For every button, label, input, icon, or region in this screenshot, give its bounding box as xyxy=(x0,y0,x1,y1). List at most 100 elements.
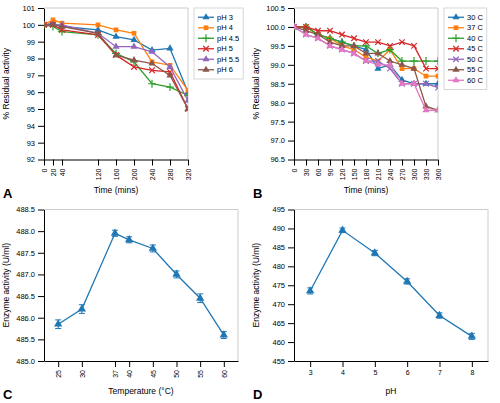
point xyxy=(434,106,438,112)
x-tick-label: 50 xyxy=(173,370,180,378)
point xyxy=(363,39,369,45)
y-tick xyxy=(38,75,44,76)
legend-item: 30 C xyxy=(448,13,483,22)
point xyxy=(294,23,298,29)
y-axis-title: % Residual activity xyxy=(1,47,11,119)
x-tick-label: 3 xyxy=(309,369,313,376)
point xyxy=(132,31,137,36)
y-tick-group: 485.5 xyxy=(16,335,44,344)
y-tick-group: 99.5 xyxy=(270,42,294,51)
panel: 0204012016020024028032092939495969798991… xyxy=(1,4,243,201)
legend-marker xyxy=(452,66,459,72)
panel: 030609012015018021024027030033036096.597… xyxy=(251,4,487,201)
x-tick-label: 60 xyxy=(221,370,228,378)
frame-top xyxy=(294,8,438,9)
x-tick-label: 160 xyxy=(113,168,120,180)
y-tick-label: 495 xyxy=(272,205,285,214)
point xyxy=(362,57,369,63)
x-axis: 0306090120150180210240270300330360 xyxy=(291,160,442,181)
series-line xyxy=(310,230,472,336)
x-tick xyxy=(343,361,344,367)
point xyxy=(375,39,381,45)
x-tick-group: 270 xyxy=(399,160,406,181)
x-tick-label: 6 xyxy=(406,369,410,376)
y-tick-group: 101 xyxy=(22,4,44,13)
x-tick-label: 240 xyxy=(149,168,156,180)
y-axis: 96.597.097.598.098.599.099.5100.0100.5 xyxy=(266,4,294,165)
x-tick-group: 6 xyxy=(406,361,410,376)
point xyxy=(400,66,405,71)
x-tick-group: 30 xyxy=(303,160,310,177)
x-tick xyxy=(354,160,355,166)
frame-top xyxy=(44,8,188,9)
point xyxy=(112,50,120,58)
x-tick-group: 4 xyxy=(341,361,345,376)
x-tick-group: 360 xyxy=(435,160,442,181)
error-bar-cap xyxy=(197,302,203,303)
point xyxy=(371,248,379,255)
point xyxy=(302,30,309,36)
point xyxy=(338,46,345,52)
point xyxy=(386,46,394,54)
y-tick-label: 94 xyxy=(27,122,35,131)
y-tick xyxy=(288,210,294,211)
point xyxy=(424,74,429,79)
y-tick xyxy=(38,42,44,43)
x-axis-title: pH xyxy=(386,386,397,396)
y-tick xyxy=(38,8,44,9)
y-axis: 485.0485.5486.0486.5487.0487.5488.0488.5 xyxy=(16,205,44,366)
point xyxy=(149,67,155,73)
x-tick-group: 3 xyxy=(309,361,313,376)
y-tick-group: 96.5 xyxy=(270,155,294,164)
y-tick xyxy=(288,103,294,104)
x-tick xyxy=(116,160,117,166)
y-tick-group: 97 xyxy=(27,71,44,80)
point xyxy=(434,57,438,65)
panel: 345678455460465470475480485490495pHEnzym… xyxy=(251,205,489,402)
plot-area xyxy=(306,226,476,340)
x-tick xyxy=(310,361,311,367)
point xyxy=(54,319,62,326)
y-tick xyxy=(288,247,294,248)
series-line xyxy=(294,27,438,61)
y-tick-group: 487.5 xyxy=(16,249,44,258)
x-tick xyxy=(98,160,99,166)
x-tick-label: 5 xyxy=(373,369,377,376)
y-tick-group: 93 xyxy=(27,139,44,148)
x-axis-line xyxy=(45,361,239,362)
y-tick-label: 470 xyxy=(272,300,285,309)
y-tick-label: 487.0 xyxy=(16,270,35,279)
y-tick-label: 101 xyxy=(22,4,35,13)
y-tick-group: 480 xyxy=(272,262,294,271)
x-tick-group: 25 xyxy=(55,361,62,378)
point xyxy=(423,66,429,72)
x-tick xyxy=(62,160,63,166)
y-tick-label: 465 xyxy=(272,319,285,328)
point xyxy=(130,56,137,62)
point xyxy=(172,270,180,277)
y-tick-label: 485.5 xyxy=(16,335,35,344)
legend-marker xyxy=(202,55,209,61)
point xyxy=(327,28,333,34)
y-tick-group: 485 xyxy=(272,243,294,252)
x-tick-label: 210 xyxy=(375,168,382,180)
y-tick-label: 488.5 xyxy=(16,205,35,214)
error-bar-cap xyxy=(126,242,132,243)
series-line xyxy=(44,25,188,109)
y-axis: 9293949596979899100101 xyxy=(22,4,44,165)
y-tick-label: 98.5 xyxy=(270,80,285,89)
point xyxy=(196,293,204,300)
y-tick xyxy=(288,141,294,142)
x-tick-group: 150 xyxy=(351,160,358,181)
x-tick-group: 60 xyxy=(315,160,322,177)
y-tick-group: 487.0 xyxy=(16,270,44,279)
error-bar-cap xyxy=(469,339,475,340)
y-tick-group: 460 xyxy=(272,338,294,347)
x-tick xyxy=(366,160,367,166)
x-tick xyxy=(58,361,59,367)
y-tick-group: 95 xyxy=(27,105,44,114)
y-tick xyxy=(288,122,294,123)
point xyxy=(112,51,119,57)
y-tick-group: 98.0 xyxy=(270,99,294,108)
legend-label: 55 C xyxy=(467,65,483,74)
